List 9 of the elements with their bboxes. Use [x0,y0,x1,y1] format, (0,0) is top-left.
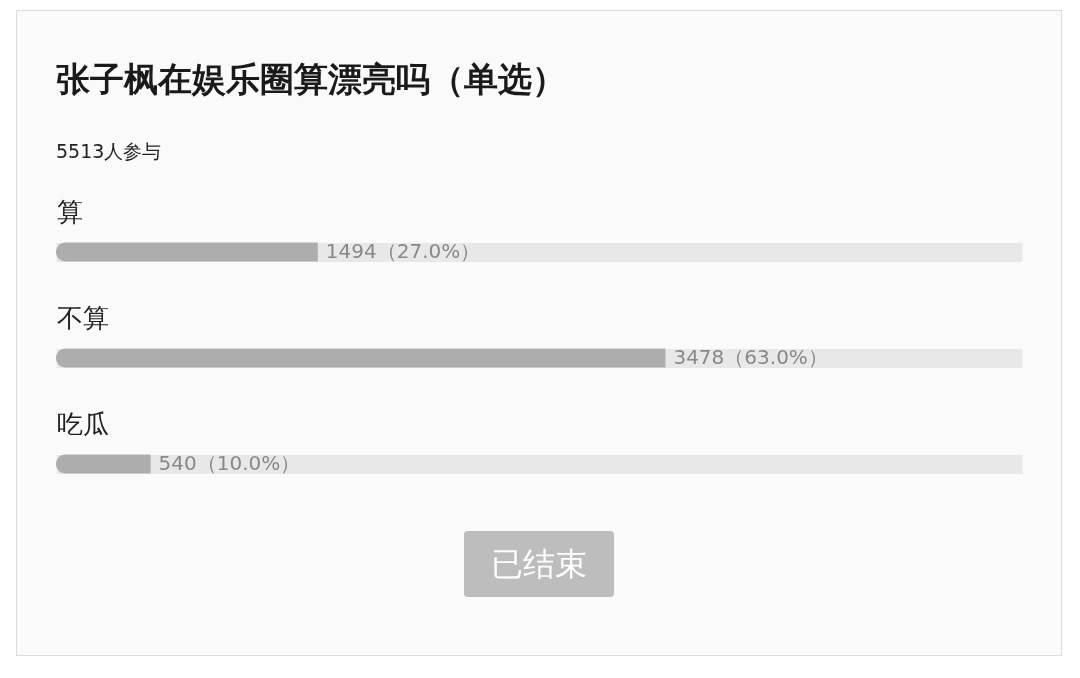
y-tick-label: 吃瓜 [56,409,109,439]
data-label: 3478（63.0%） [673,345,828,369]
y-tick-label: 算 [56,197,83,227]
data-label: 540（10.0%） [158,451,301,475]
data-label: 1494（27.0%） [325,239,481,263]
chart-subtitle: 5513人参与 [56,140,162,162]
chart-title: 张子枫在娱乐圈算漂亮吗（单选） [56,59,566,99]
button: 已结束 [464,531,614,597]
y-tick-label: 不算 [56,303,109,333]
